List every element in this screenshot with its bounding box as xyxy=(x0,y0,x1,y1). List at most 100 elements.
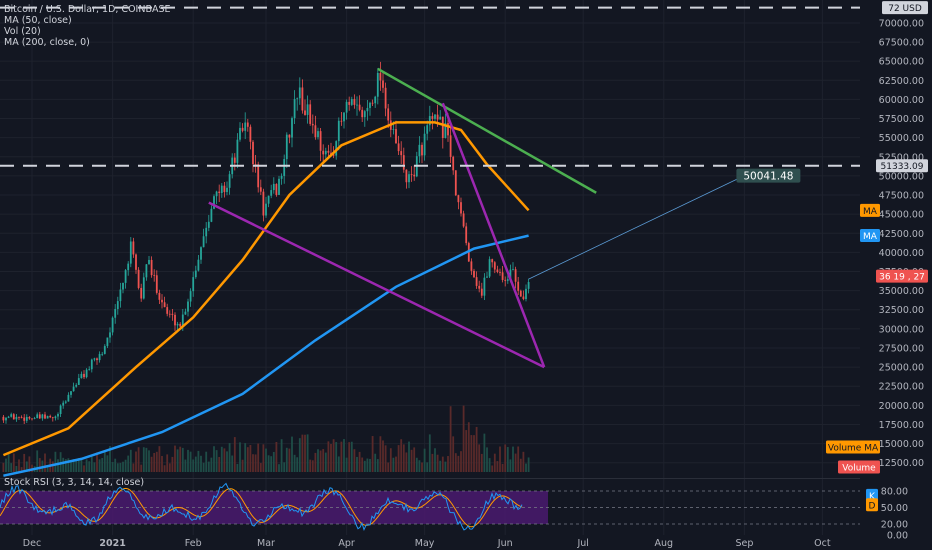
candle-body xyxy=(272,183,275,191)
candle-body xyxy=(2,416,5,421)
volume-bar xyxy=(395,456,397,472)
volume-bar xyxy=(480,453,483,472)
indicator-ma50[interactable]: MA (50, close) xyxy=(4,15,72,26)
price-tick-label: 50000.00 xyxy=(879,171,924,182)
candle-body xyxy=(257,164,260,188)
volume-bar xyxy=(467,422,470,472)
candle-body xyxy=(83,373,85,378)
volume-bar xyxy=(174,445,176,472)
price-badges: 72 USD 51333.09 36 19 , 27 MA MA Volume MA Vol… xyxy=(826,1,928,512)
candle-body xyxy=(67,394,70,402)
volume-bar xyxy=(90,456,93,472)
volume-bar xyxy=(389,448,392,472)
price-tick-label: 47500.00 xyxy=(879,191,924,202)
candle-body xyxy=(434,114,436,119)
volume-bar xyxy=(527,457,530,472)
volume-bar xyxy=(434,448,436,472)
candle-body xyxy=(314,125,317,138)
candle-body xyxy=(304,110,306,115)
candle-body xyxy=(504,279,507,281)
candle-body xyxy=(215,191,218,197)
candle-body xyxy=(18,416,20,418)
candle-body xyxy=(402,155,405,170)
rsi-tick-label: 20.00 xyxy=(881,520,908,531)
date-tick-label: Mar xyxy=(257,538,275,549)
volume-bar xyxy=(382,440,384,472)
volume-bar xyxy=(7,453,10,472)
candle-body xyxy=(184,311,187,315)
volume-bar xyxy=(478,444,481,472)
candle-body xyxy=(246,122,249,127)
candle-body xyxy=(322,150,325,155)
upper-trendline xyxy=(377,67,597,194)
price-tick-label: 67500.00 xyxy=(879,38,924,49)
level-mid-badge-text: 51333.09 xyxy=(881,162,924,172)
candle-body xyxy=(499,272,501,273)
volume-bar xyxy=(340,441,343,472)
price-tick-label: 55000.00 xyxy=(879,133,924,144)
price-tick-label: 25000.00 xyxy=(879,363,924,374)
volume-bar xyxy=(460,451,462,472)
volume-bar xyxy=(335,442,338,472)
candle-body xyxy=(122,282,124,290)
stoch-d-badge-box xyxy=(866,498,878,512)
volume-bar xyxy=(291,436,293,472)
volume-bar xyxy=(304,434,306,472)
volume-bar xyxy=(54,451,57,472)
price-tick-label: 17500.00 xyxy=(879,420,924,431)
candle-body xyxy=(148,259,150,265)
candle-body xyxy=(15,416,18,420)
indicator-ma200[interactable]: MA (200, close, 0) xyxy=(4,37,90,48)
price-tick-label: 62500.00 xyxy=(879,76,924,87)
candle-body xyxy=(244,122,247,131)
horizontal-levels[interactable] xyxy=(0,6,860,167)
candle-body xyxy=(166,307,169,314)
volume-bar xyxy=(179,446,182,472)
volume-bar xyxy=(322,449,325,472)
volume-bar xyxy=(62,457,65,472)
candle-body xyxy=(51,417,54,419)
date-tick-label: Oct xyxy=(814,538,831,549)
volume-bar xyxy=(215,450,218,472)
candle-body xyxy=(293,99,296,119)
candle-body xyxy=(348,101,351,105)
volume-bar xyxy=(181,447,184,472)
candle-body xyxy=(213,196,215,209)
volume-bar xyxy=(44,453,46,472)
volume-bar xyxy=(514,453,517,472)
candle-body xyxy=(371,102,374,104)
stoch-rsi-k-line xyxy=(0,482,523,531)
candle-body xyxy=(210,208,213,222)
candle-body xyxy=(161,299,163,303)
candle-body xyxy=(408,174,410,183)
volume-bar xyxy=(226,451,228,472)
volume-bar xyxy=(400,439,403,472)
volume-bar xyxy=(114,458,117,472)
volume-bar xyxy=(348,442,351,472)
candle-body xyxy=(327,150,330,153)
candle-body xyxy=(356,104,358,106)
stoch-rsi-title[interactable]: Stock RSI (3, 3, 14, 14, close) xyxy=(4,477,145,488)
volume-bar xyxy=(402,444,405,472)
trend-drawings[interactable]: 50041.48 xyxy=(208,67,801,369)
volume-bar xyxy=(431,453,434,472)
stoch-d-badge-text: D xyxy=(869,501,876,511)
volume-bar xyxy=(311,460,314,472)
candle-body xyxy=(103,346,106,354)
candle-body xyxy=(483,277,486,296)
candle-body xyxy=(155,275,158,293)
candle-body xyxy=(397,143,400,152)
candle-body xyxy=(25,417,28,421)
candle-body xyxy=(428,116,431,126)
stoch-rsi-d-line xyxy=(0,487,523,528)
candle-body xyxy=(98,354,101,361)
candle-body xyxy=(379,72,382,81)
candle-body xyxy=(259,187,262,192)
volume-bar xyxy=(163,465,166,472)
indicator-volume[interactable]: Vol (20) xyxy=(4,26,41,37)
volume-bar xyxy=(426,462,429,472)
candle-body xyxy=(85,369,88,378)
candle-body xyxy=(296,98,299,100)
target-label-text: 50041.48 xyxy=(743,171,793,183)
